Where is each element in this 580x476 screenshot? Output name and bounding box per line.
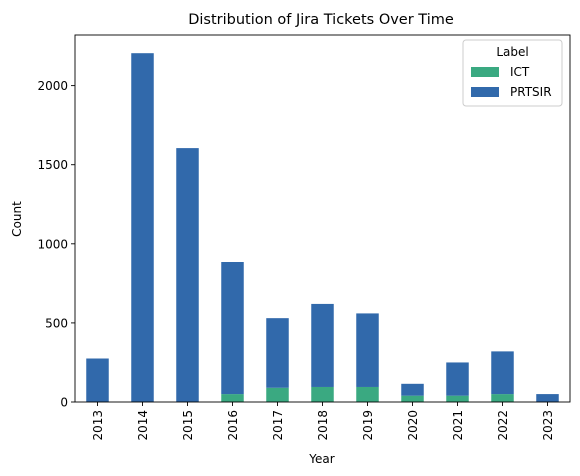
x-axis-ticks: 2013 2014 2015 2016 2017 2018 2019 2020 2021 2022… xyxy=(91,402,555,441)
bar-ict-2016 xyxy=(221,394,244,402)
bar-ict-2018 xyxy=(311,386,334,402)
legend-label-prtsir: PRTSIR xyxy=(510,85,552,99)
plot-frame xyxy=(74,34,571,403)
bar-prtsir-2015 xyxy=(176,148,199,402)
bar-ict-2020 xyxy=(401,395,424,402)
x-tick-label: 2018 xyxy=(316,410,330,441)
x-tick-label: 2015 xyxy=(181,410,195,441)
bar-prtsir-2021 xyxy=(446,362,469,396)
legend-label-ict: ICT xyxy=(510,65,530,79)
y-tick-label: 2000 xyxy=(37,79,68,93)
bar-prtsir-2023 xyxy=(536,394,559,402)
x-tick-label: 2019 xyxy=(361,410,375,441)
x-tick-label: 2017 xyxy=(271,410,285,441)
bars-group xyxy=(86,53,559,403)
y-tick-label: 1500 xyxy=(37,158,68,172)
x-tick-label: 2022 xyxy=(496,410,510,441)
y-axis-label: Count xyxy=(10,201,24,237)
legend-swatch-prtsir xyxy=(471,87,499,97)
x-tick-label: 2023 xyxy=(541,410,555,441)
bar-prtsir-2018 xyxy=(311,303,334,387)
bar-prtsir-2013 xyxy=(86,358,109,402)
y-tick-label: 1000 xyxy=(37,237,68,251)
bar-ict-2021 xyxy=(446,395,469,402)
bar-ict-2019 xyxy=(356,386,379,402)
legend: Label ICT PRTSIR xyxy=(462,39,563,107)
x-tick-label: 2013 xyxy=(91,410,105,441)
bar-prtsir-2019 xyxy=(356,313,379,387)
y-axis-ticks: 0 500 1000 1500 2000 xyxy=(37,79,75,410)
chart-title: Distribution of Jira Tickets Over Time xyxy=(188,12,454,28)
bar-prtsir-2020 xyxy=(401,383,424,396)
bar-prtsir-2022 xyxy=(491,351,514,395)
y-tick-label: 0 xyxy=(60,396,68,410)
legend-swatch-ict xyxy=(471,67,499,77)
x-tick-label: 2014 xyxy=(136,410,150,441)
bar-ict-2017 xyxy=(266,387,289,402)
x-tick-label: 2021 xyxy=(451,410,465,441)
y-tick-label: 500 xyxy=(45,316,68,330)
bar-prtsir-2014 xyxy=(131,53,154,403)
bar-ict-2022 xyxy=(491,394,514,402)
bar-prtsir-2016 xyxy=(221,262,244,395)
legend-title: Label xyxy=(496,45,528,59)
x-axis-label: Year xyxy=(308,452,334,466)
x-tick-label: 2020 xyxy=(406,410,420,441)
x-tick-label: 2016 xyxy=(226,410,240,441)
bar-prtsir-2017 xyxy=(266,318,289,388)
